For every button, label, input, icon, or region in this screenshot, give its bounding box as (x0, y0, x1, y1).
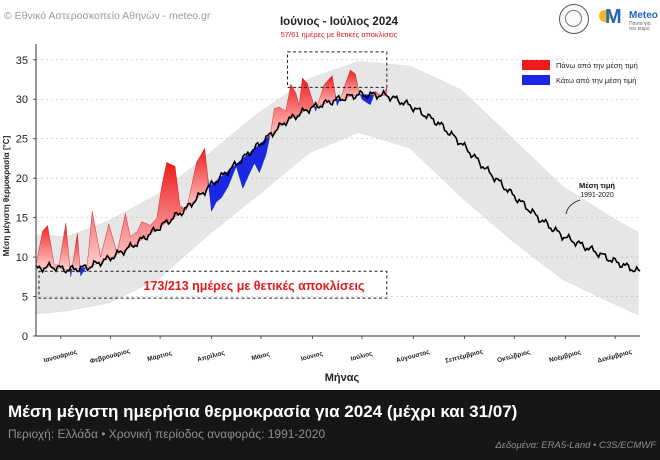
y-tick-label: 5 (22, 292, 28, 304)
x-tick-label: Μάρτιος (147, 350, 174, 363)
x-tick-label: Δεκέμβριος (597, 348, 634, 364)
x-tick-label: Ιανουάριος (43, 349, 79, 365)
x-tick-label: Ιούνιος (300, 350, 324, 363)
x-tick-label: Απρίλιος (196, 348, 226, 363)
mean-label-pointer (565, 199, 581, 215)
legend-swatch-above (522, 60, 550, 70)
x-tick-label: Φεβρουάριος (89, 348, 131, 366)
mean-line (35, 88, 641, 274)
x-tick-label: Νοέμβριος (548, 349, 582, 364)
x-tick-label: Αύγουστος (395, 349, 431, 365)
footer-band: Μέση μέγιστη ημερήσια θερμοκρασία για 20… (0, 390, 660, 460)
y-tick-label: 0 (22, 331, 28, 343)
meteo-logo-tagline: Πάντα για τον καιρό (629, 21, 651, 32)
footer-source: Δεδομένα: ERA5-Land • C3S/ECMWF (495, 440, 656, 451)
y-tick-label: 30 (16, 94, 28, 106)
variability-band (35, 61, 639, 316)
y-tick-label: 20 (16, 173, 28, 185)
x-tick-label: Ιούλιος (350, 349, 374, 363)
x-axis-label: Μήνας (325, 372, 360, 384)
chart-svg: 0 5 10 15 20 25 30 35 Ιανουάριος Φεβρουάριος Μάρτ… (2, 16, 641, 384)
meteo-logo-name: Meteo (629, 10, 658, 21)
footer-subtitle: Περιοχή: Ελλάδα • Χρονική περίοδος αναφο… (8, 427, 326, 441)
x-tick-label: Οκτώβριος (496, 349, 531, 365)
legend: Πάνω από την μέση τιμή Κάτω από την μέση… (522, 60, 638, 85)
legend-label-above: Πάνω από την μέση τιμή (556, 61, 638, 70)
meteo-logo: M Meteo Πάντα για τον καιρό (599, 6, 658, 36)
summer-box-text: 57/61 ημέρες με θετικές αποκλίσεις (281, 30, 398, 39)
y-tick-label: 35 (16, 55, 28, 67)
summer-highlight-box (287, 51, 388, 88)
y-axis-label: Μέση μέγιστη θερμοκρασία [°C] (2, 135, 11, 256)
x-tick-label: Μάιος (251, 351, 271, 363)
y-tick-label: 15 (16, 213, 28, 225)
sun-icon (599, 10, 611, 22)
y-tick-label: 10 (16, 252, 28, 264)
mean-label-period: 1991-2020 (580, 192, 614, 199)
y-tick-label: 25 (16, 134, 28, 146)
year-box-text: 173/213 ημέρες με θετικές αποκλίσεις (144, 279, 365, 293)
copyright-text: © Εθνικό Αστεροσκοπείο Αθηνών - meteo.gr (4, 10, 211, 22)
x-tick-label: Σεπτέμβριος (444, 348, 484, 365)
summer-box-title: Ιούνιος - Ιούλιος 2024 (280, 16, 399, 28)
meteo-m-icon: M (605, 6, 622, 28)
observatory-seal (559, 4, 589, 34)
legend-swatch-below (522, 75, 550, 85)
mean-label-title: Μέση τιμή (579, 181, 615, 190)
legend-label-below: Κάτω από την μέση τιμή (556, 76, 636, 85)
footer-title: Μέση μέγιστη ημερήσια θερμοκρασία για 20… (8, 402, 518, 421)
